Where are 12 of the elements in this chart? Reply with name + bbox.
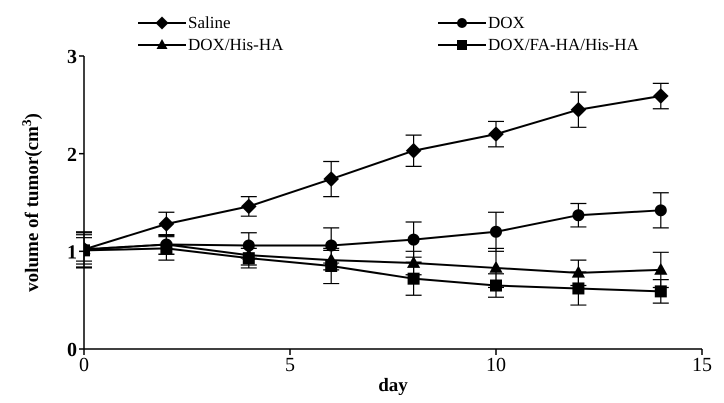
legend-label: DOX (488, 13, 525, 33)
y-tick-label: 1 (67, 241, 77, 264)
legend-label: Saline (188, 13, 230, 33)
x-tick-label: 15 (692, 354, 712, 376)
y-tick-label: 2 (67, 144, 77, 166)
x-axis-title: day (378, 375, 408, 396)
y-tick-label: 0 (67, 339, 77, 362)
legend-label: DOX/FA-HA/His-HA (488, 35, 639, 55)
x-tick-label: 10 (486, 354, 506, 376)
x-tick-label: 5 (285, 354, 295, 376)
legend-label: DOX/His-HA (188, 35, 284, 55)
y-tick-label: 3 (67, 46, 77, 68)
